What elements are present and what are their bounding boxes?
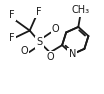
Text: F: F	[9, 10, 15, 20]
Text: O: O	[52, 24, 60, 34]
Text: F: F	[36, 7, 41, 17]
Text: N: N	[69, 49, 76, 59]
Text: O: O	[20, 46, 28, 56]
Text: O: O	[46, 52, 54, 63]
Text: CH₃: CH₃	[71, 5, 89, 15]
Text: S: S	[37, 37, 43, 47]
Text: F: F	[9, 33, 15, 43]
